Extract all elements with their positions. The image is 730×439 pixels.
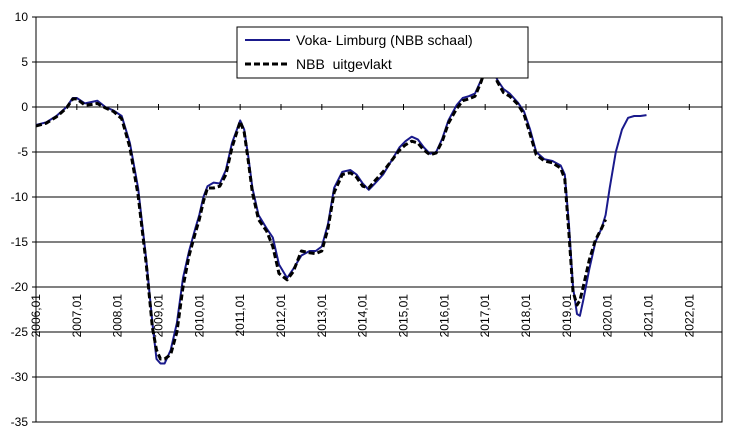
y-tick-label: -25: [11, 325, 29, 339]
y-tick-label: -10: [11, 190, 29, 204]
x-tick-label: 2012,01: [274, 294, 288, 338]
y-tick-label: -35: [11, 415, 29, 429]
x-tick-label: 2013,01: [315, 294, 329, 338]
x-tick-label: 2017,01: [478, 294, 492, 338]
x-tick-label: 2011,01: [233, 294, 247, 337]
x-tick-label: 2007,01: [70, 294, 84, 338]
x-tick-label: 2006,01: [29, 294, 43, 338]
x-tick-label: 2018,01: [519, 294, 533, 338]
legend-label-voka: Voka- Limburg (NBB schaal): [296, 32, 473, 48]
x-tick-label: 2008,01: [111, 294, 125, 338]
x-tick-label: 2019,01: [560, 294, 574, 338]
y-tick-label: -5: [17, 145, 28, 159]
x-tick-label: 2014,01: [356, 294, 370, 338]
y-tick-label: 5: [21, 55, 28, 69]
x-axis-tick-labels: 2006,01 2007,01 2008,01 2009,01 2010,01 2011,…: [29, 294, 696, 338]
x-tick-label: 2016,01: [437, 294, 451, 338]
y-tick-label: -20: [11, 280, 29, 294]
series-lines: [35, 65, 647, 365]
y-tick-label: -30: [11, 370, 29, 384]
y-tick-label: 0: [21, 100, 28, 114]
y-tick-label: -15: [11, 235, 29, 249]
plot-area: [35, 16, 723, 423]
legend-box: [236, 26, 529, 79]
x-tick-label: 2015,01: [397, 294, 411, 338]
series-line-nbb: [35, 65, 607, 361]
legend-label-nbb: NBB uitgevlakt: [296, 56, 392, 72]
x-tick-label: 2009,01: [152, 294, 166, 338]
y-tick-label: 10: [15, 10, 29, 24]
x-tick-label: 2022,01: [682, 294, 696, 338]
plot-border: [35, 16, 723, 423]
x-tick-label: 2010,01: [192, 294, 206, 338]
x-tick-label: 2020,01: [601, 294, 615, 338]
y-axis-tick-labels: 10 5 0 -5 -10 -15 -20 -25 -30 -35: [11, 10, 29, 429]
legend: Voka- Limburg (NBB schaal) NBB uitgevlak…: [236, 26, 529, 79]
x-tick-label: 2021,01: [642, 294, 656, 338]
